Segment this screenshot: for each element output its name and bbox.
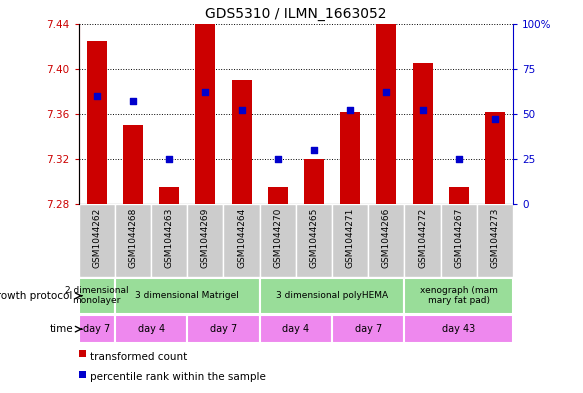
Point — [128, 98, 138, 105]
Text: day 7: day 7 — [83, 324, 110, 334]
Text: xenograph (mam
mary fat pad): xenograph (mam mary fat pad) — [420, 286, 498, 305]
Text: GSM1044273: GSM1044273 — [490, 207, 500, 268]
Text: day 4: day 4 — [282, 324, 310, 334]
Point — [382, 89, 391, 95]
Bar — [187, 204, 223, 277]
Text: GSM1044272: GSM1044272 — [418, 207, 427, 268]
Bar — [296, 204, 332, 277]
Text: day 4: day 4 — [138, 324, 164, 334]
Text: GSM1044269: GSM1044269 — [201, 207, 210, 268]
Bar — [405, 278, 513, 314]
Text: percentile rank within the sample: percentile rank within the sample — [90, 372, 266, 382]
Point — [237, 107, 246, 114]
Point — [418, 107, 427, 114]
Bar — [413, 63, 433, 204]
Bar — [115, 315, 187, 343]
Text: day 7: day 7 — [210, 324, 237, 334]
Bar — [477, 204, 513, 277]
Title: GDS5310 / ILMN_1663052: GDS5310 / ILMN_1663052 — [205, 7, 387, 21]
Bar — [231, 80, 251, 204]
Point — [201, 89, 210, 95]
Bar — [405, 204, 441, 277]
Bar — [195, 24, 215, 204]
Text: day 43: day 43 — [442, 324, 475, 334]
Text: time: time — [49, 324, 73, 334]
Bar — [115, 278, 259, 314]
Text: GSM1044268: GSM1044268 — [128, 207, 138, 268]
Text: GSM1044263: GSM1044263 — [164, 207, 174, 268]
Text: GSM1044262: GSM1044262 — [92, 207, 101, 268]
Bar — [340, 112, 360, 204]
Bar — [259, 315, 332, 343]
Bar — [151, 204, 187, 277]
Point — [92, 93, 101, 99]
Bar — [377, 24, 396, 204]
Text: 3 dimensional polyHEMA: 3 dimensional polyHEMA — [276, 291, 388, 300]
Bar — [259, 204, 296, 277]
Bar — [87, 40, 107, 204]
Text: 2 dimensional
monolayer: 2 dimensional monolayer — [65, 286, 129, 305]
Text: GSM1044267: GSM1044267 — [454, 207, 463, 268]
Bar — [368, 204, 405, 277]
Bar — [79, 278, 115, 314]
Text: GSM1044270: GSM1044270 — [273, 207, 282, 268]
Bar — [449, 187, 469, 204]
Bar — [115, 204, 151, 277]
Bar — [79, 315, 115, 343]
Text: GSM1044264: GSM1044264 — [237, 207, 246, 268]
Text: 3 dimensional Matrigel: 3 dimensional Matrigel — [135, 291, 239, 300]
Point — [164, 156, 174, 162]
Text: growth protocol: growth protocol — [0, 291, 73, 301]
Text: GSM1044271: GSM1044271 — [346, 207, 354, 268]
Bar — [159, 187, 179, 204]
Text: GSM1044266: GSM1044266 — [382, 207, 391, 268]
Text: day 7: day 7 — [354, 324, 382, 334]
Bar — [187, 315, 259, 343]
Bar — [304, 159, 324, 204]
Point — [273, 156, 282, 162]
Text: transformed count: transformed count — [90, 352, 188, 362]
Bar — [485, 112, 505, 204]
Bar — [405, 315, 513, 343]
Bar — [332, 204, 368, 277]
Text: GSM1044265: GSM1044265 — [310, 207, 318, 268]
Point — [454, 156, 463, 162]
Point — [346, 107, 355, 114]
Bar — [332, 315, 405, 343]
Bar — [259, 278, 405, 314]
Point — [310, 147, 319, 153]
Bar — [441, 204, 477, 277]
Bar — [79, 204, 115, 277]
Bar — [268, 187, 288, 204]
Point — [490, 116, 500, 123]
Bar — [123, 125, 143, 204]
Bar — [223, 204, 259, 277]
